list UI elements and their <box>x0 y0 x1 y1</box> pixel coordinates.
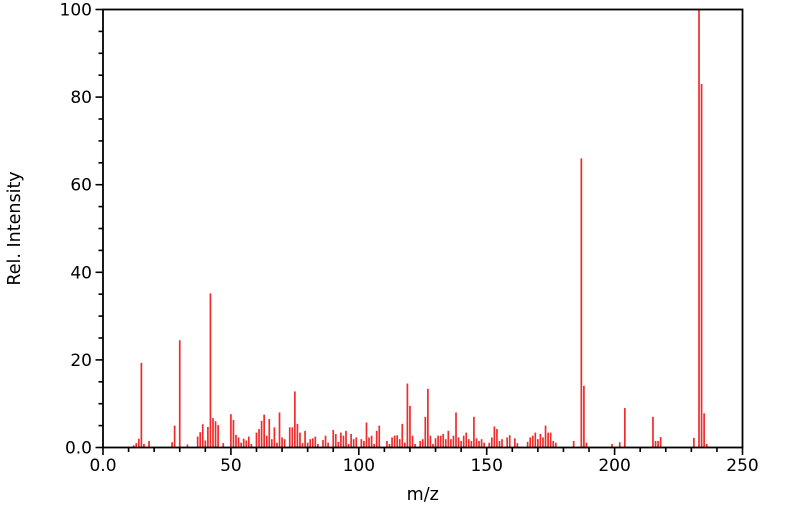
x-tick-label: 100 <box>343 456 375 476</box>
tick-labels: 0.0 50 100 150 200 250 0.0 20 40 60 80 100 <box>60 1 759 477</box>
major-ticks <box>95 8 744 455</box>
x-tick-label: 250 <box>726 456 758 476</box>
y-axis-label: Rel. Intensity <box>5 171 25 285</box>
y-tick-label: 80 <box>70 88 92 108</box>
x-tick-label: 200 <box>598 456 630 476</box>
y-tick-label: 100 <box>60 1 92 21</box>
y-tick-label: 40 <box>70 263 92 283</box>
x-axis-label: m/z <box>407 485 439 505</box>
plot-border <box>102 8 744 449</box>
x-tick-label: 0.0 <box>89 456 116 476</box>
y-tick-label: 0.0 <box>65 439 92 459</box>
y-tick-label: 60 <box>70 176 92 196</box>
spectrum-peaks <box>132 9 708 447</box>
y-tick-label: 20 <box>70 351 92 371</box>
x-tick-label: 50 <box>220 456 242 476</box>
x-tick-label: 150 <box>470 456 502 476</box>
